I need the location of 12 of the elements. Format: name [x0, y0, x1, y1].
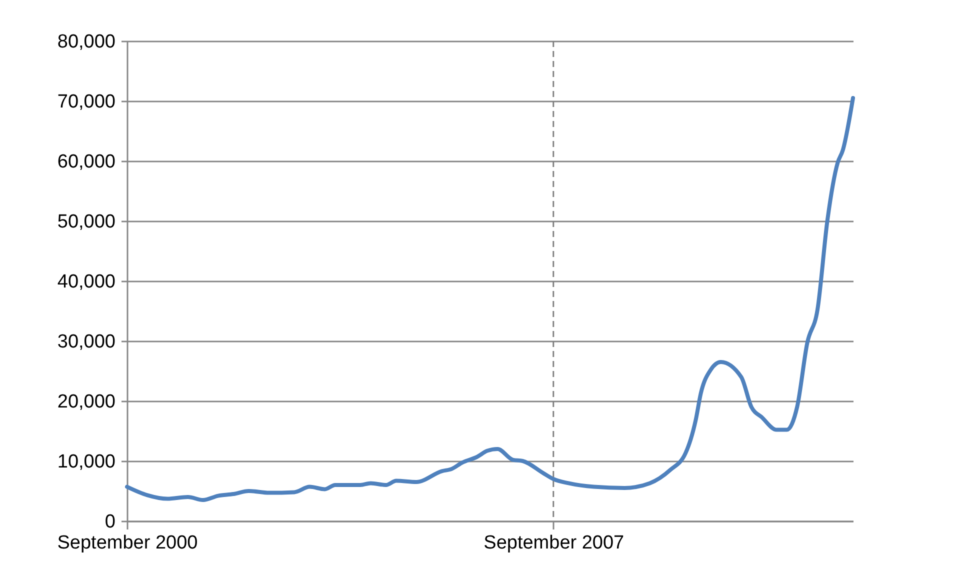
- y-tick-label: 60,000: [57, 152, 116, 172]
- x-tick-label: September 2007: [484, 532, 624, 554]
- y-tick-label: 40,000: [57, 272, 116, 292]
- y-tick-label: 20,000: [57, 392, 116, 412]
- y-tick-label: 80,000: [57, 32, 116, 52]
- y-tick-label: 0: [104, 512, 116, 532]
- x-tick-label: September 2000: [57, 532, 198, 554]
- line-series: [125, 96, 855, 502]
- y-tick-label: 10,000: [57, 452, 116, 472]
- y-tick-label: 70,000: [57, 92, 116, 112]
- y-tick-label: 30,000: [57, 332, 116, 352]
- y-tick-label: 50,000: [57, 212, 116, 232]
